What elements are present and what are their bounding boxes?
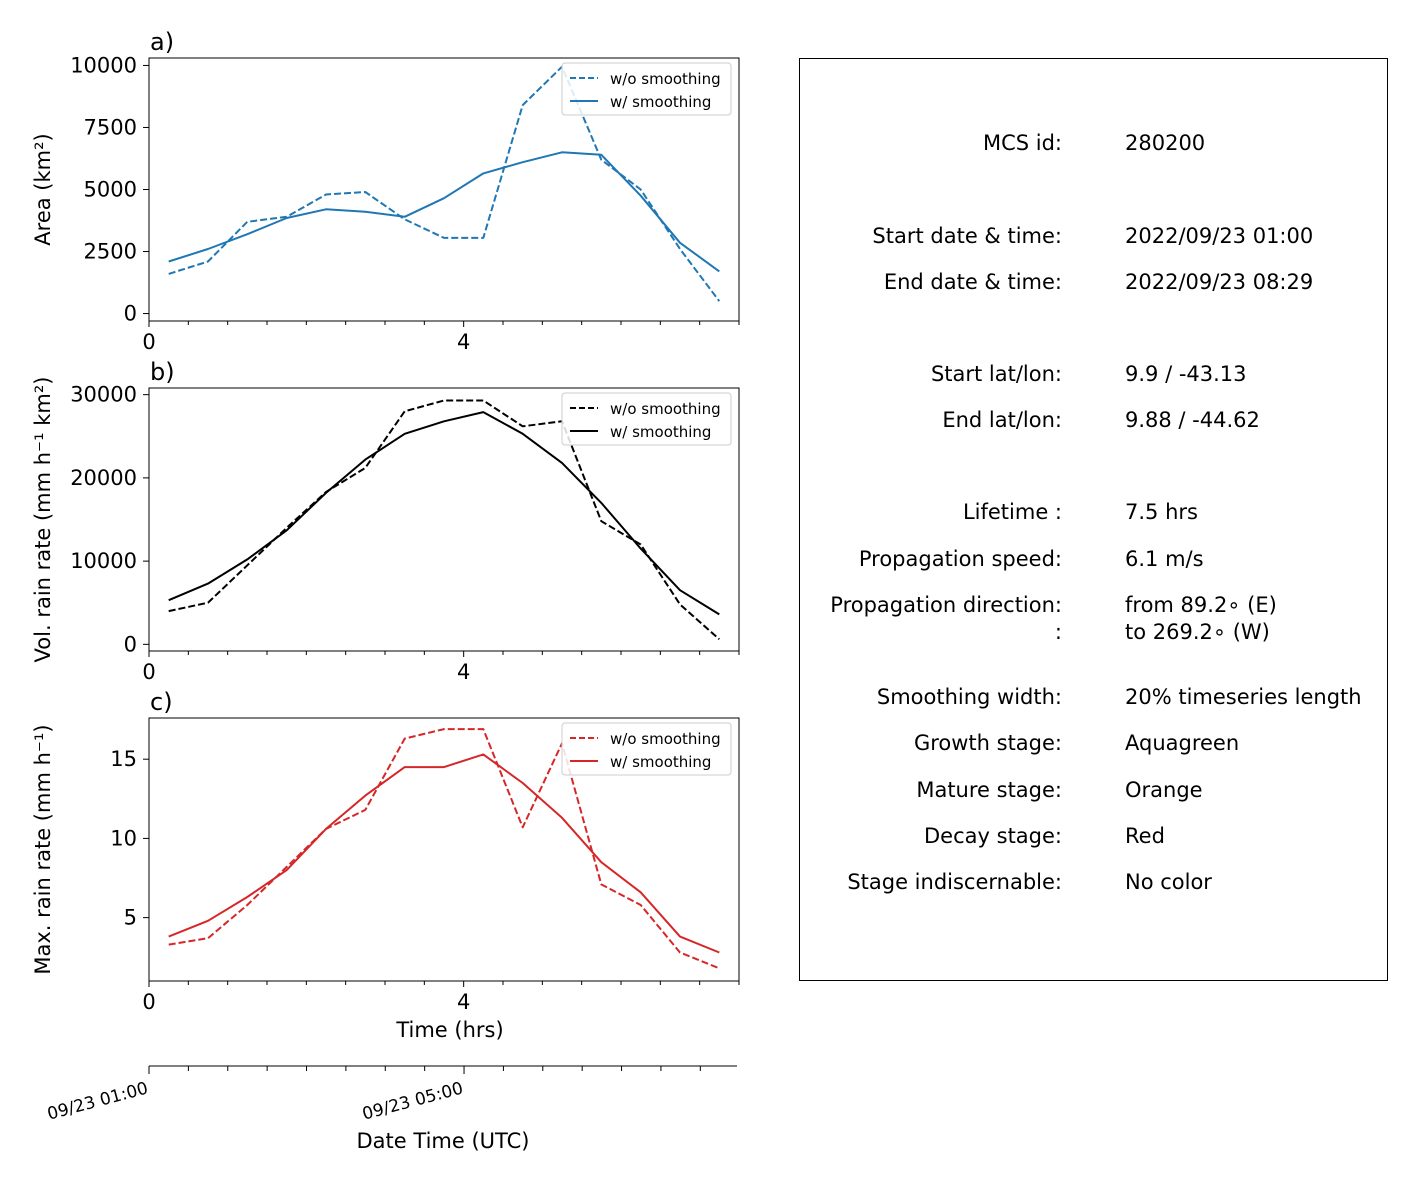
x-tick-label: 0 bbox=[142, 330, 155, 354]
info-label-propagation-direction: Propagation direction: bbox=[830, 593, 1062, 617]
y-tick-label: 10 bbox=[110, 826, 137, 850]
info-label-end-datetime: End date & time: bbox=[883, 270, 1062, 294]
legend: w/o smoothing w/ smoothing bbox=[561, 722, 732, 776]
info-label-propagation-speed: Propagation speed: bbox=[858, 547, 1062, 571]
info-value-end-latlon: 9.88 / -44.62 bbox=[1125, 408, 1260, 432]
info-value-mcs-id: 280200 bbox=[1125, 131, 1206, 155]
x-tick-label: 0 bbox=[142, 660, 155, 684]
legend-frame bbox=[561, 722, 732, 776]
series-line-raw bbox=[168, 65, 721, 302]
panel-b: b) 0 10000 20000 30000 0 4 Vol. rain rate (mm h… bbox=[31, 358, 740, 684]
panel-label: b) bbox=[150, 358, 175, 386]
series-line-smoothed bbox=[168, 151, 720, 273]
series-line-smoothed bbox=[168, 411, 720, 616]
info-label-end-latlon: End lat/lon: bbox=[942, 408, 1062, 432]
panel-label: a) bbox=[150, 28, 174, 56]
info-value-start-latlon: 9.9 / -43.13 bbox=[1125, 362, 1247, 386]
info-label-mcs-id: MCS id: bbox=[982, 131, 1062, 155]
info-value-propagation-from: from 89.2∘ (E) bbox=[1125, 593, 1277, 617]
panel-c: c) 5 10 15 0 4 Max. rain rate (mm h⁻¹) Time (hr… bbox=[31, 688, 740, 1042]
legend-label: w/ smoothing bbox=[610, 93, 711, 111]
y-tick-label: 10000 bbox=[70, 549, 137, 573]
info-value-propagation-to: to 269.2∘ (W) bbox=[1125, 620, 1270, 644]
y-tick-label: 7500 bbox=[84, 115, 137, 139]
y-axis-label: Area (km²) bbox=[31, 133, 55, 245]
x-tick-label: 0 bbox=[142, 990, 155, 1014]
series-line-raw bbox=[168, 399, 720, 641]
info-value-start-datetime: 2022/09/23 01:00 bbox=[1125, 224, 1314, 248]
info-value-smoothing-width: 20% timeseries length bbox=[1125, 685, 1362, 709]
info-label-smoothing-width: Smoothing width: bbox=[876, 685, 1062, 709]
legend-frame bbox=[561, 62, 732, 116]
x-tick-label: 4 bbox=[457, 660, 470, 684]
legend: w/o smoothing w/ smoothing bbox=[561, 392, 732, 446]
date-axis: 09/23 01:00 09/23 05:00 Date Time (UTC) bbox=[45, 1065, 737, 1153]
info-value-end-datetime: 2022/09/23 08:29 bbox=[1125, 270, 1314, 294]
info-value-decay-stage: Red bbox=[1125, 824, 1165, 848]
info-label-mature-stage: Mature stage: bbox=[916, 778, 1062, 802]
x-tick-label: 4 bbox=[457, 330, 470, 354]
x-axis-label: Time (hrs) bbox=[395, 1018, 503, 1042]
series-line-raw bbox=[168, 728, 720, 970]
legend: w/o smoothing w/ smoothing bbox=[561, 62, 732, 116]
info-label-propagation-direction-cont: : bbox=[1054, 620, 1062, 644]
date-tick-label: 09/23 05:00 bbox=[360, 1079, 465, 1125]
info-label-start-datetime: Start date & time: bbox=[872, 224, 1062, 248]
date-tick-label: 09/23 01:00 bbox=[45, 1079, 150, 1125]
legend-label: w/o smoothing bbox=[610, 400, 721, 418]
info-value-propagation-speed: 6.1 m/s bbox=[1125, 547, 1204, 571]
date-axis-label: Date Time (UTC) bbox=[357, 1129, 530, 1153]
y-tick-label: 30000 bbox=[70, 383, 137, 407]
legend-label: w/o smoothing bbox=[610, 730, 721, 748]
y-tick-label: 0 bbox=[124, 302, 137, 326]
series-line-smoothed bbox=[168, 753, 720, 954]
info-value-lifetime: 7.5 hrs bbox=[1125, 500, 1198, 524]
x-tick-label: 4 bbox=[457, 990, 470, 1014]
info-value-growth-stage: Aquagreen bbox=[1125, 731, 1240, 755]
panel-label: c) bbox=[150, 688, 173, 716]
legend-label: w/ smoothing bbox=[610, 753, 711, 771]
y-tick-label: 10000 bbox=[70, 53, 137, 77]
info-value-mature-stage: Orange bbox=[1125, 778, 1203, 802]
y-axis-label: Max. rain rate (mm h⁻¹) bbox=[31, 724, 55, 974]
y-tick-label: 5 bbox=[124, 906, 137, 930]
legend-label: w/ smoothing bbox=[610, 423, 711, 441]
axes-frame bbox=[148, 387, 740, 652]
info-label-lifetime: Lifetime : bbox=[962, 500, 1062, 524]
y-axis-label: Vol. rain rate (mm h⁻¹ km²) bbox=[31, 377, 55, 663]
mcs-info-panel: MCS id: 280200 Start date & time: 2022/0… bbox=[799, 58, 1388, 981]
y-tick-label: 0 bbox=[124, 632, 137, 656]
info-label-decay-stage: Decay stage: bbox=[924, 824, 1062, 848]
y-tick-label: 2500 bbox=[84, 240, 137, 264]
axes-frame bbox=[148, 717, 740, 982]
info-label-growth-stage: Growth stage: bbox=[913, 731, 1062, 755]
y-tick-label: 5000 bbox=[84, 178, 137, 202]
legend-frame bbox=[561, 392, 732, 446]
y-tick-label: 15 bbox=[110, 747, 137, 771]
y-tick-label: 20000 bbox=[70, 466, 137, 490]
info-label-stage-indiscernable: Stage indiscernable: bbox=[847, 870, 1062, 894]
panel-a: a) 0 2500 5000 7500 10000 0 4 Area (km²) w/o smoo… bbox=[31, 28, 740, 354]
info-label-start-latlon: Start lat/lon: bbox=[930, 362, 1062, 386]
info-value-stage-indiscernable: No color bbox=[1125, 870, 1212, 894]
legend-label: w/o smoothing bbox=[610, 70, 721, 88]
